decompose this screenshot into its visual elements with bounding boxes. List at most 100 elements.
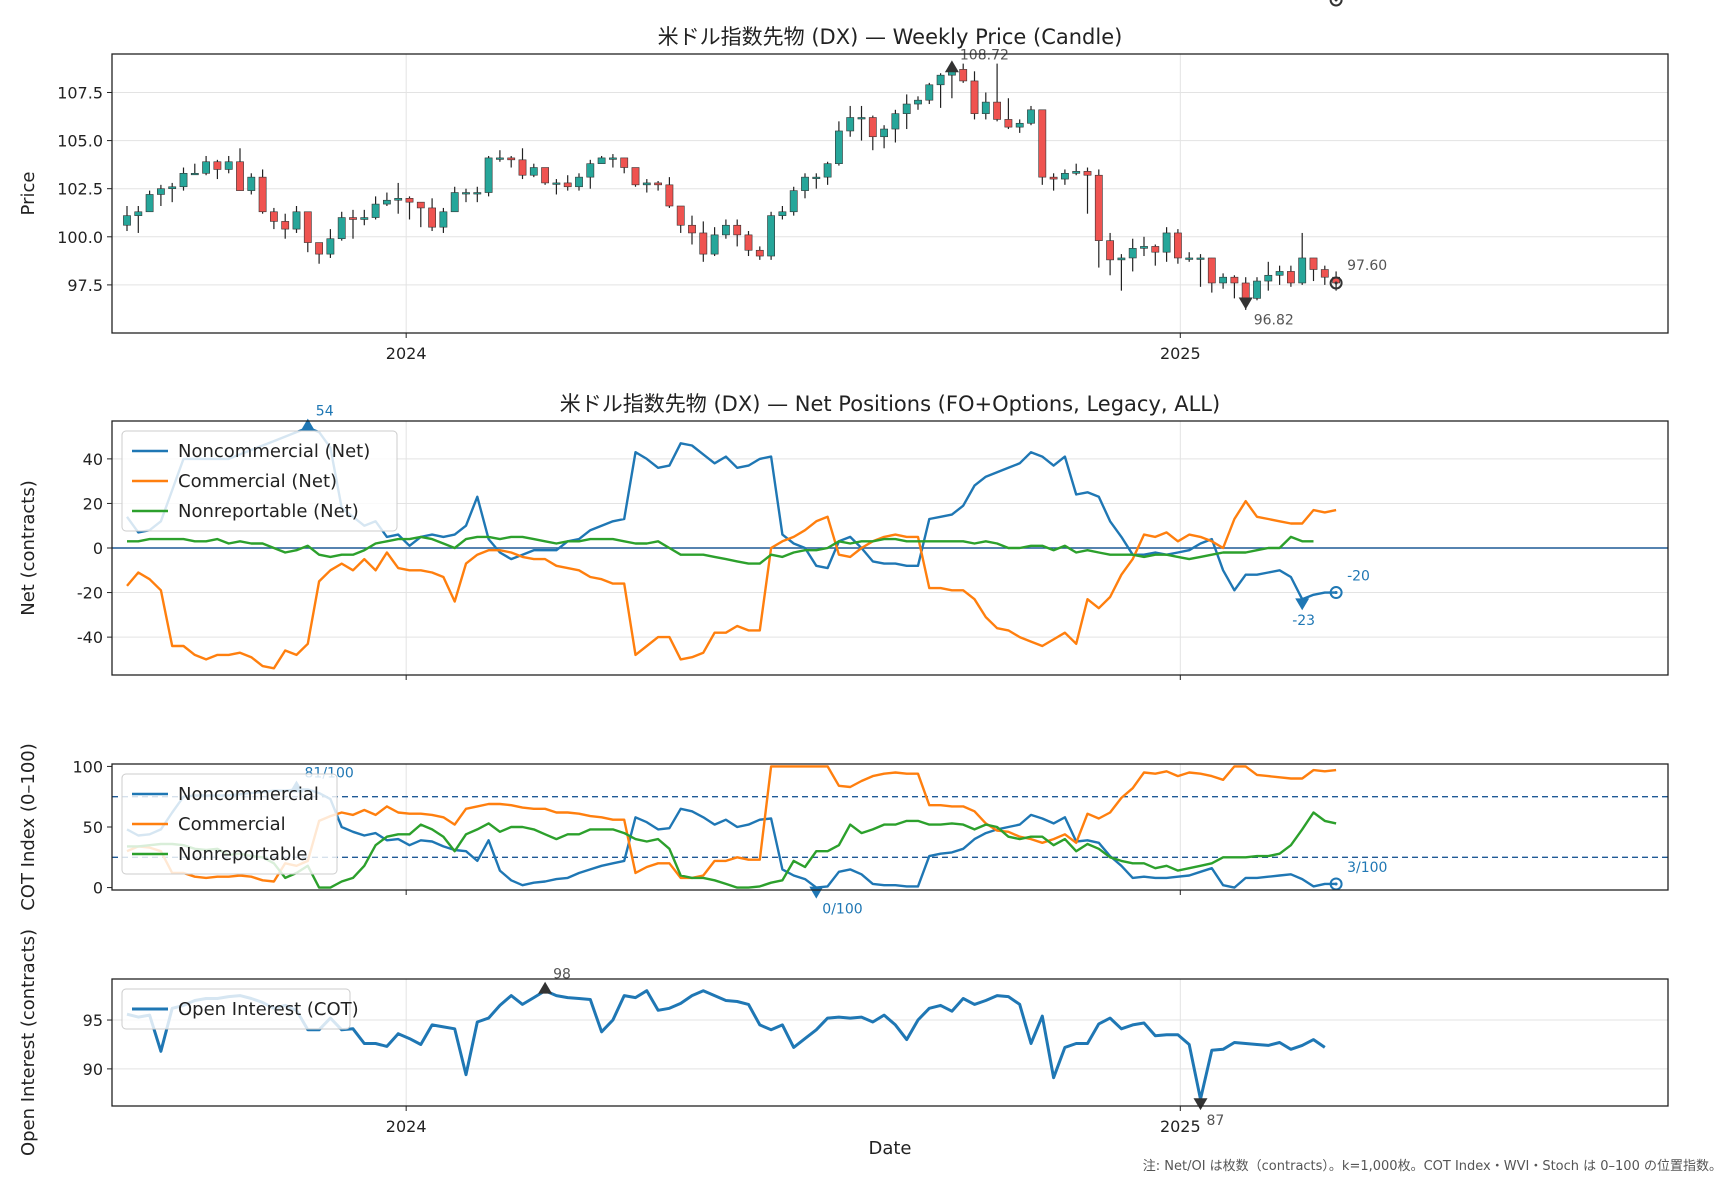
- candle-body: [236, 161, 244, 191]
- series-line-2: [127, 811, 1337, 889]
- plot-frame: [111, 763, 1669, 891]
- candle-body: [1309, 257, 1318, 270]
- legend-box: [121, 773, 338, 875]
- candle-body: [337, 217, 346, 240]
- candle-body: [993, 101, 1001, 120]
- candle-body: [688, 224, 696, 234]
- candle-body: [473, 192, 482, 195]
- price-panel: 97.5 100.0 102.5 105.0 107.5 2024 2025 米ドル指数先物 …: [18, 25, 1669, 363]
- candle-body: [801, 176, 809, 191]
- candles: [123, 63, 1340, 310]
- candle-body: [1264, 274, 1273, 282]
- candle-body: [518, 159, 527, 176]
- candle-body: [1128, 248, 1137, 259]
- y-tick-label: 0: [93, 539, 103, 558]
- y-tick-label: 102.5: [57, 180, 103, 199]
- candle-body: [179, 172, 188, 188]
- candle-body: [597, 157, 606, 164]
- candle-body: [925, 84, 934, 101]
- candle-body: [303, 211, 312, 243]
- y-tick-label: -40: [77, 628, 103, 647]
- last-marker-dot: [1334, 882, 1338, 886]
- candle-body: [834, 130, 843, 164]
- y-tick-label: 107.5: [57, 83, 103, 102]
- plot-frame: [111, 420, 1669, 676]
- y-tick-label: 100.0: [57, 228, 103, 247]
- last-label: 97.60: [1347, 258, 1387, 274]
- x-tick-label: 2024: [386, 1117, 427, 1136]
- candle-body: [349, 217, 357, 220]
- legend-label-1: Commercial (Net): [178, 471, 337, 492]
- last-label: 92: [1347, 0, 1365, 4]
- y-axis-label: Net (contracts): [18, 480, 39, 616]
- candle-body: [1275, 271, 1284, 276]
- candle-body: [891, 113, 900, 130]
- last-marker: [1329, 0, 1343, 7]
- candle-body: [202, 161, 210, 174]
- series-line-2: [127, 535, 1314, 565]
- candle-body: [190, 172, 199, 176]
- y-tick-label: 90: [83, 1060, 103, 1079]
- candle-body: [642, 182, 651, 186]
- candle-body: [755, 249, 764, 257]
- last-marker: [1329, 276, 1343, 290]
- candle-body: [823, 163, 832, 178]
- candle-body: [484, 157, 493, 193]
- candle-body: [936, 74, 945, 86]
- candle-body: [970, 80, 979, 114]
- candle-body: [405, 198, 414, 203]
- candle-body: [586, 163, 595, 178]
- y-tick-label: 50: [83, 818, 103, 837]
- candle-body: [812, 176, 821, 179]
- chart-title: 米ドル指数先物 (DX) — Net Positions (FO+Options…: [560, 392, 1220, 416]
- candle-body: [608, 157, 617, 160]
- candle-body: [1049, 176, 1058, 180]
- candle-body: [981, 101, 990, 114]
- open-interest-panel: 90 95 2024 2025 Open Interest (contracts) Dat…: [18, 0, 1669, 1159]
- x-tick-label: 2024: [386, 344, 427, 363]
- candle-body: [326, 238, 335, 255]
- candle-body: [1072, 171, 1081, 174]
- candle-body: [1106, 240, 1114, 261]
- candle-body: [428, 207, 436, 228]
- candle-body: [620, 157, 629, 168]
- candle-body: [439, 211, 448, 228]
- legend-label-2: Nonreportable (Net): [178, 501, 359, 522]
- candle-body: [710, 234, 719, 255]
- candle-body: [1219, 276, 1227, 284]
- legend: Open Interest (COT): [121, 988, 359, 1030]
- grid: [112, 54, 1668, 333]
- last-marker-dot: [1334, 0, 1338, 2]
- candle-body: [224, 161, 233, 170]
- x-axis-label: Date: [868, 1138, 911, 1159]
- candle-body: [1038, 109, 1047, 178]
- y-axis-label: Open Interest (contracts): [18, 929, 39, 1156]
- candle-body: [1117, 257, 1126, 261]
- plot-frame: [111, 978, 1669, 1107]
- candle-body: [1162, 232, 1171, 253]
- y-tick-label: 0: [93, 879, 103, 898]
- candle-body: [1320, 269, 1329, 278]
- y-tick-label: 20: [83, 494, 103, 513]
- candle-body: [868, 117, 877, 138]
- candle-body: [631, 167, 640, 186]
- candle-body: [902, 103, 911, 114]
- candle-body: [371, 203, 380, 218]
- candle-body: [1196, 257, 1205, 260]
- candle-body: [959, 69, 968, 82]
- candle-body: [721, 224, 730, 236]
- y-tick-label: -20: [77, 584, 103, 603]
- candle-body: [1253, 280, 1261, 299]
- candle-body: [654, 182, 662, 186]
- y-tick-label: 95: [83, 1011, 103, 1030]
- candle-body: [495, 157, 504, 160]
- candle-body: [1230, 276, 1239, 284]
- candle-body: [213, 161, 222, 170]
- candle-body: [157, 188, 165, 195]
- candle-body: [1094, 174, 1103, 241]
- candle-body: [507, 157, 516, 161]
- legend: Noncommercial Commercial Nonreportable: [121, 773, 338, 875]
- y-tick-label: 40: [83, 450, 103, 469]
- candle-body: [394, 198, 403, 201]
- max-marker: [300, 418, 315, 431]
